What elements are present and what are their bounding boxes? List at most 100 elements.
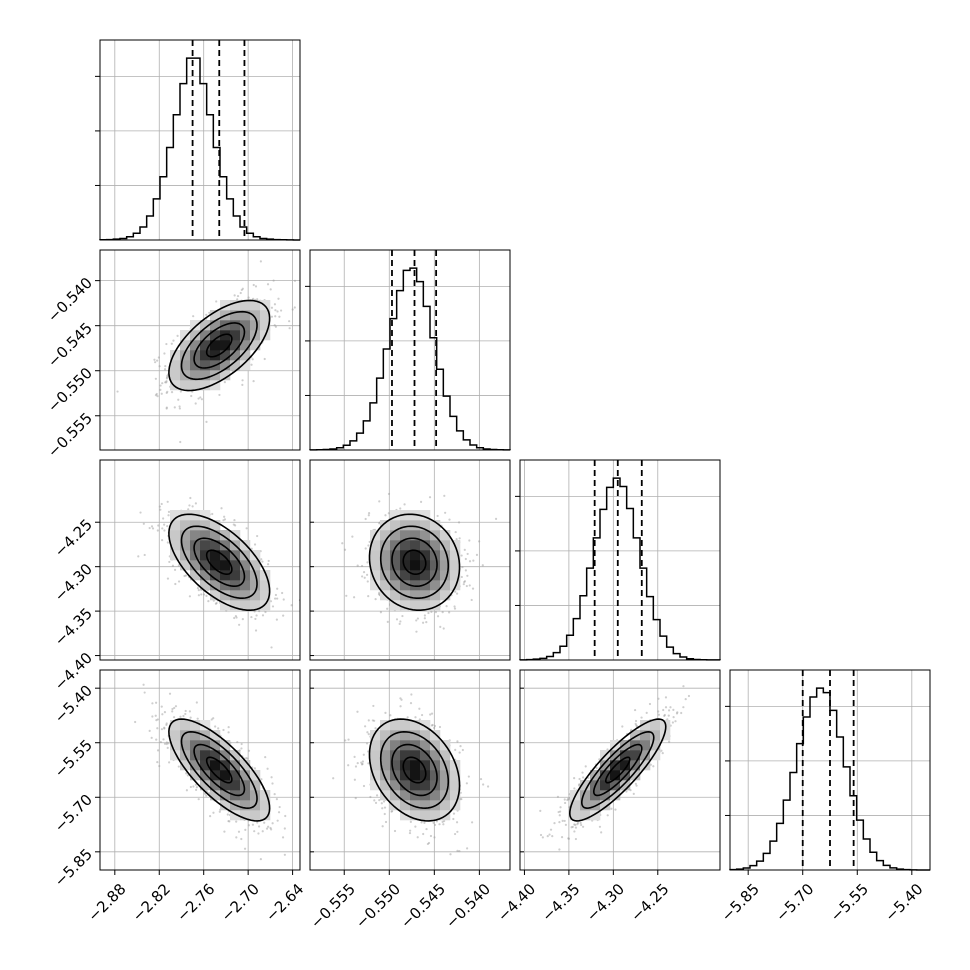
scatter-point [434, 611, 437, 614]
scatter-point [218, 393, 221, 397]
scatter-point [251, 823, 255, 826]
scatter-point [211, 512, 214, 516]
scatter-point [366, 731, 369, 734]
scatter-point [365, 742, 369, 745]
scatter-point [468, 584, 471, 587]
scatter-point [192, 315, 195, 318]
contour-line-1 [391, 743, 438, 797]
x-tick-label-p1: −2.70 [218, 880, 263, 925]
density-cell [170, 510, 181, 521]
scatter-point [380, 802, 383, 805]
scatter-point [158, 365, 161, 368]
scatter-point [165, 722, 168, 725]
density-cell [200, 350, 211, 361]
density-cell [240, 350, 251, 361]
scatter-point [157, 524, 160, 527]
scatter-point [452, 812, 456, 815]
density-cell [390, 740, 401, 751]
scatter-point [454, 590, 457, 593]
scatter-point [273, 324, 276, 327]
scatter-point [684, 697, 687, 701]
scatter-point [276, 310, 279, 313]
scatter-point [199, 396, 202, 399]
density-cell [430, 540, 441, 551]
scatter-point [347, 764, 350, 767]
density-cell [260, 590, 271, 601]
scatter-point [430, 712, 434, 715]
density-cell [420, 810, 431, 821]
scatter-point [250, 363, 253, 366]
scatter-point [293, 306, 296, 309]
panel-frame [99, 39, 301, 241]
density-cell [170, 740, 181, 751]
density-cell [420, 720, 431, 731]
scatter-point [288, 320, 291, 323]
scatter-point [275, 618, 278, 621]
density-cell [200, 380, 211, 391]
scatter-point [256, 534, 259, 538]
scatter-point [387, 492, 391, 496]
scatter-point [172, 716, 176, 719]
scatter-point [460, 575, 463, 579]
density-cell [380, 770, 391, 781]
scatter-point [442, 823, 445, 826]
y-tick-label-p4: −5.55 [51, 736, 96, 781]
scatter-point [170, 391, 174, 394]
scatter-point [432, 821, 435, 824]
scatter-point [278, 805, 281, 809]
scatter-point [257, 832, 260, 835]
scatter-point [168, 560, 171, 564]
histogram-panel-p4 [725, 669, 931, 871]
density-cell [420, 780, 431, 791]
scatter-point [389, 714, 392, 717]
scatter-point [159, 508, 162, 511]
density-cell [180, 520, 191, 531]
scatter-point [398, 622, 401, 625]
density-cell [190, 770, 201, 781]
scatter-point [621, 725, 624, 728]
scatter-point [360, 564, 364, 568]
density-cell [250, 810, 261, 821]
density-cell [220, 300, 231, 311]
density-cell [610, 770, 621, 781]
contour-line-3 [368, 513, 461, 611]
density-cell [240, 340, 251, 351]
density-cell [410, 550, 421, 561]
scatter-point [163, 352, 166, 355]
scatter-point [177, 564, 180, 567]
scatter-point [240, 837, 243, 841]
scatter-point [640, 716, 643, 719]
scatter-point [598, 758, 601, 761]
scatter-point [233, 294, 236, 297]
panel-frame [309, 669, 511, 871]
scatter-point [253, 767, 257, 770]
density-cell [580, 780, 591, 791]
x-tick-label-p1: −2.64 [262, 880, 307, 925]
scatter-point [157, 356, 160, 359]
scatter-point [156, 727, 159, 730]
scatter-point [236, 294, 240, 298]
density-cell [430, 790, 441, 801]
scatter-point [188, 504, 191, 507]
scatter-point [263, 821, 266, 824]
scatter-point [208, 791, 211, 794]
scatter-point [195, 701, 198, 704]
scatter-point [151, 527, 155, 530]
y-tick-label-p2: −0.555 [44, 409, 96, 461]
scatter-point [669, 706, 672, 709]
scatter-point [171, 707, 174, 711]
contour-line-0 [205, 756, 233, 784]
density-cell [390, 780, 401, 791]
scatter-point [634, 719, 638, 723]
density-cell [220, 570, 231, 581]
scatter-point [255, 614, 258, 617]
scatter-point [372, 704, 375, 708]
density-cell [180, 380, 191, 391]
scatter-point [553, 822, 556, 825]
contour-line-0 [604, 756, 631, 784]
scatter-point [247, 749, 251, 752]
density-cell [410, 600, 421, 611]
scatter-point [416, 617, 419, 620]
scatter-point [231, 369, 234, 373]
scatter-point [178, 407, 181, 410]
